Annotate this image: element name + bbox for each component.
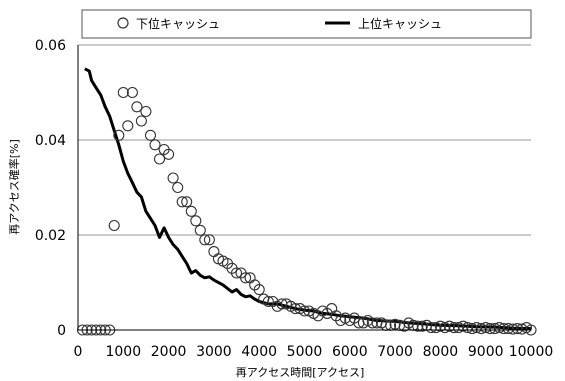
- data-point-lower-cache: [434, 320, 446, 332]
- data-point-lower-cache: [135, 115, 147, 127]
- x-tick-label: 4000: [241, 344, 277, 360]
- data-point-lower-cache: [153, 153, 166, 165]
- data-point-lower-cache: [122, 120, 134, 132]
- x-tick-label: 9000: [468, 344, 504, 360]
- y-tick-labels: 0 0.02 0.04 0.06: [35, 38, 66, 339]
- x-tick-label: 5000: [287, 344, 323, 360]
- data-point-lower-cache: [190, 215, 202, 227]
- data-point-lower-cache: [167, 172, 179, 184]
- data-point-lower-cache: [108, 219, 120, 232]
- data-point-lower-cache: [194, 224, 206, 236]
- data-point-lower-cache: [507, 323, 519, 335]
- x-tick-label: 8000: [423, 344, 459, 360]
- data-point-lower-cache: [163, 148, 175, 160]
- data-point-lower-cache: [416, 320, 428, 332]
- x-tick-label: 6000: [332, 344, 368, 360]
- data-point-lower-cache: [511, 323, 523, 335]
- data-point-lower-cache: [466, 323, 478, 335]
- x-tick-label: 10000: [509, 344, 554, 360]
- x-tick-label: 2000: [151, 344, 187, 360]
- data-point-lower-cache: [176, 196, 188, 208]
- data-point-lower-cache: [475, 323, 487, 335]
- x-tick-label: 3000: [196, 344, 232, 360]
- x-tick-labels: 0 1000 2000 3000 4000 5000 6000 7000 8000 9000 100…: [74, 344, 554, 360]
- data-point-lower-cache: [140, 105, 152, 118]
- x-tick-label: 0: [74, 344, 83, 360]
- data-point-lower-cache: [425, 322, 437, 334]
- data-point-lower-cache: [489, 323, 501, 335]
- data-point-lower-cache: [498, 323, 510, 335]
- data-point-lower-cache: [113, 129, 125, 141]
- x-axis-title: 再アクセス時間[アクセス]: [236, 366, 364, 379]
- data-point-lower-cache: [253, 284, 265, 296]
- data-point-lower-cache: [412, 320, 424, 332]
- data-point-lower-cache: [131, 101, 143, 113]
- data-point-lower-cache: [462, 322, 474, 334]
- data-point-lower-cache: [262, 295, 274, 308]
- legend-label-lower-cache: 下位キャッシュ: [136, 16, 220, 31]
- data-point-lower-cache: [366, 317, 378, 329]
- legend-marker-circle: [117, 17, 129, 29]
- data-point-lower-cache: [448, 322, 460, 334]
- legend-label-upper-cache: 上位キャッシュ: [358, 16, 442, 31]
- data-point-lower-cache: [230, 267, 243, 279]
- data-point-lower-cache: [117, 86, 129, 99]
- legend: 下位キャッシュ 上位キャッシュ: [81, 9, 532, 39]
- data-point-lower-cache: [480, 322, 492, 334]
- data-point-lower-cache: [172, 181, 184, 194]
- series-line-upper-cache: [84, 67, 532, 331]
- data-point-lower-cache: [516, 323, 528, 335]
- y-axis-title: 再アクセス確率[%]: [7, 139, 21, 235]
- data-point-lower-cache: [185, 205, 197, 217]
- y-tick-label: 0.04: [35, 133, 66, 149]
- data-point-lower-cache: [203, 234, 215, 246]
- data-point-lower-cache: [493, 322, 505, 334]
- legend-box: [81, 9, 532, 39]
- data-point-lower-cache: [443, 320, 456, 332]
- data-point-lower-cache: [144, 129, 157, 141]
- y-tick-label: 0.02: [35, 228, 66, 244]
- data-point-lower-cache: [502, 323, 514, 335]
- x-tick-label: 1000: [105, 344, 141, 360]
- data-point-lower-cache: [471, 322, 483, 334]
- data-point-lower-cache: [430, 322, 442, 334]
- x-tick-label: 7000: [377, 344, 413, 360]
- data-point-lower-cache: [452, 322, 465, 334]
- y-tick-label: 0.06: [35, 38, 66, 54]
- data-point-lower-cache: [199, 234, 211, 246]
- data-point-lower-cache: [484, 323, 496, 335]
- data-point-lower-cache: [439, 322, 451, 334]
- data-point-lower-cache: [181, 196, 193, 208]
- y-tick-label: 0: [57, 323, 66, 339]
- data-point-lower-cache: [126, 86, 138, 99]
- data-point-lower-cache: [149, 139, 161, 151]
- data-point-lower-cache: [240, 272, 252, 284]
